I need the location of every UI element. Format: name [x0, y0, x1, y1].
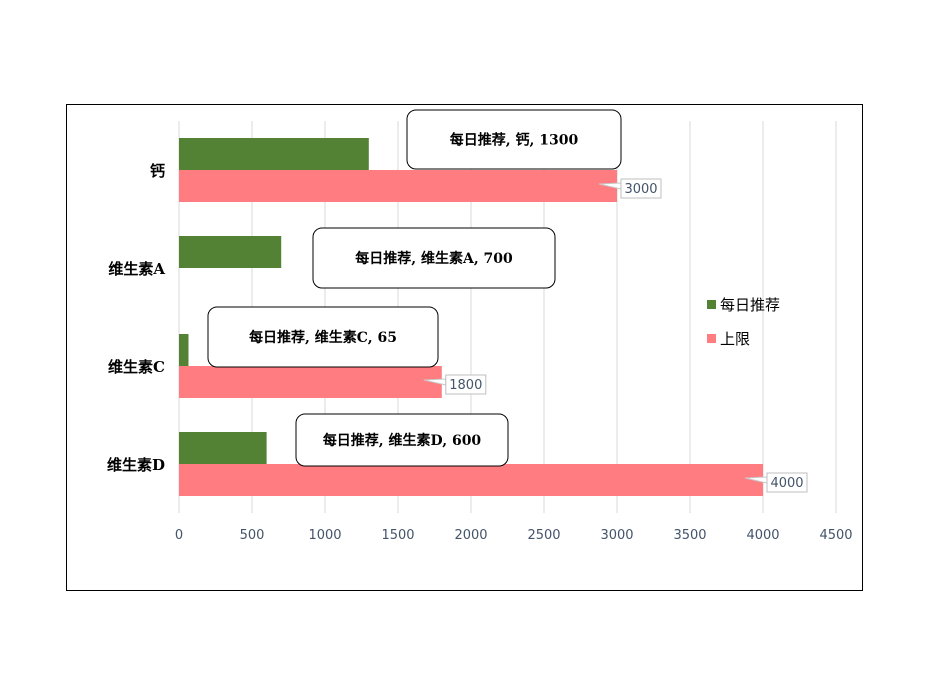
category-label: 钙	[150, 162, 165, 180]
callout-label: 每日推荐, 维生素C, 65	[249, 329, 397, 346]
callout-label: 每日推荐, 维生素D, 600	[323, 432, 482, 449]
bar-upper-limit	[179, 366, 442, 398]
value-label: 1800	[449, 378, 482, 393]
bar-daily-recommended	[179, 236, 282, 268]
bar-daily-recommended	[179, 138, 369, 170]
callout-box	[312, 227, 556, 289]
value-label-box	[620, 178, 662, 199]
category-label: 维生素A	[108, 260, 165, 278]
x-tick-label: 2500	[527, 528, 560, 543]
legend-label: 上限	[720, 330, 750, 348]
callout-box	[295, 413, 509, 467]
callout-box	[406, 109, 622, 170]
category-label: 维生素C	[108, 358, 165, 376]
x-tick-label: 3000	[600, 528, 633, 543]
legend-label: 每日推荐	[720, 296, 780, 314]
value-label-box	[766, 472, 808, 493]
value-label: 4000	[770, 476, 803, 491]
legend-swatch	[707, 334, 716, 343]
bar-daily-recommended	[179, 334, 189, 366]
callout-label: 每日推荐, 钙, 1300	[450, 132, 579, 149]
x-tick-label: 2000	[454, 528, 487, 543]
category-label: 维生素D	[107, 456, 165, 474]
x-tick-label: 0	[175, 528, 183, 543]
bar-daily-recommended	[179, 432, 267, 464]
chart-frame: 0 500 1000 1500 2000 2500 3000 3500 4000 4500 钙 300…	[66, 104, 863, 591]
x-tick-label: 3500	[673, 528, 706, 543]
bar-chart: 0 500 1000 1500 2000 2500 3000 3500 4000 4500 钙 300…	[107, 109, 853, 543]
value-label-box	[445, 374, 487, 395]
x-tick-label: 1000	[308, 528, 341, 543]
callout-label: 每日推荐, 维生素A, 700	[355, 250, 513, 267]
x-tick-label: 500	[240, 528, 265, 543]
legend-swatch	[707, 300, 716, 309]
x-tick-label: 4000	[746, 528, 779, 543]
x-tick-label: 4500	[819, 528, 852, 543]
x-tick-label: 1500	[381, 528, 414, 543]
callout-box	[207, 306, 439, 368]
bar-upper-limit	[179, 170, 617, 202]
value-label: 3000	[624, 182, 657, 197]
bar-upper-limit	[179, 464, 763, 496]
